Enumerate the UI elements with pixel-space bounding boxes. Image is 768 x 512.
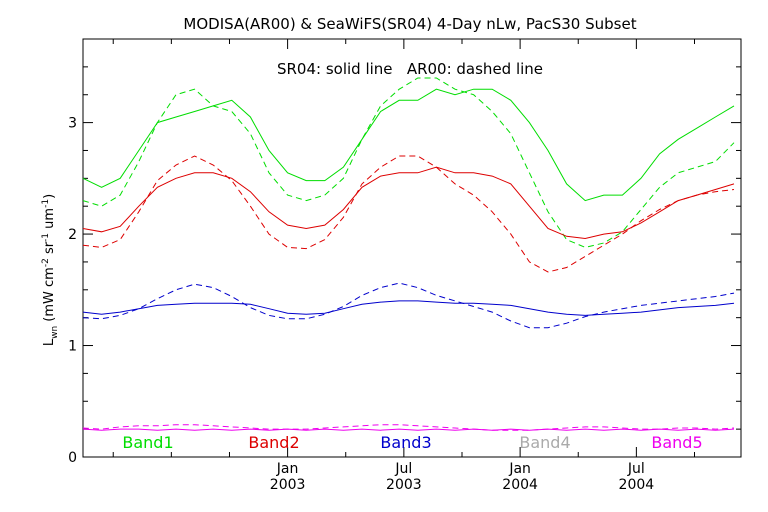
y-tick-label: 0: [68, 450, 77, 466]
x-tick-label: Jul: [394, 461, 412, 477]
series-line-solid: [82, 166, 735, 240]
series-line-dashed: [82, 424, 735, 431]
series-band1: [82, 77, 735, 248]
y-axis-label: Lwn (mW cm-2 sr-1 um-1): [41, 194, 60, 346]
x-tick-year-label: 2004: [502, 477, 538, 493]
legend: Band1 Band2 Band3 Band4 Band5: [122, 433, 702, 452]
legend-item-band5: Band5: [651, 433, 702, 452]
legend-item-band3: Band3: [380, 433, 431, 452]
y-tick-label: 3: [68, 116, 77, 132]
y-tick-label: 2: [68, 227, 77, 243]
series-layer: [82, 77, 735, 431]
legend-item-band4: Band4: [519, 433, 570, 452]
x-tick-label: Jan: [508, 461, 531, 477]
x-tick-year-label: 2003: [270, 477, 306, 493]
chart-annotation: SR04: solid line AR00: dashed line: [277, 60, 543, 78]
x-tick-label: Jan: [276, 461, 299, 477]
series-line-dashed: [82, 77, 735, 248]
series-line-solid: [82, 300, 735, 316]
series-line-dashed: [82, 155, 735, 273]
x-tick-label: Jul: [627, 461, 645, 477]
series-band3: [82, 282, 735, 329]
series-line-solid: [82, 88, 735, 202]
legend-item-band2: Band2: [248, 433, 299, 452]
series-line-solid: [82, 428, 735, 431]
legend-item-band1: Band1: [122, 433, 173, 452]
y-tick-label: 1: [68, 339, 77, 355]
x-tick-year-label: 2003: [386, 477, 422, 493]
series-band5: [82, 424, 735, 431]
chart-title: MODISA(AR00) & SeaWiFS(SR04) 4-Day nLw, …: [183, 15, 636, 33]
series-line-dashed: [82, 282, 735, 329]
series-band2: [82, 155, 735, 273]
x-tick-year-label: 2004: [619, 477, 655, 493]
plot-frame: [82, 38, 742, 458]
